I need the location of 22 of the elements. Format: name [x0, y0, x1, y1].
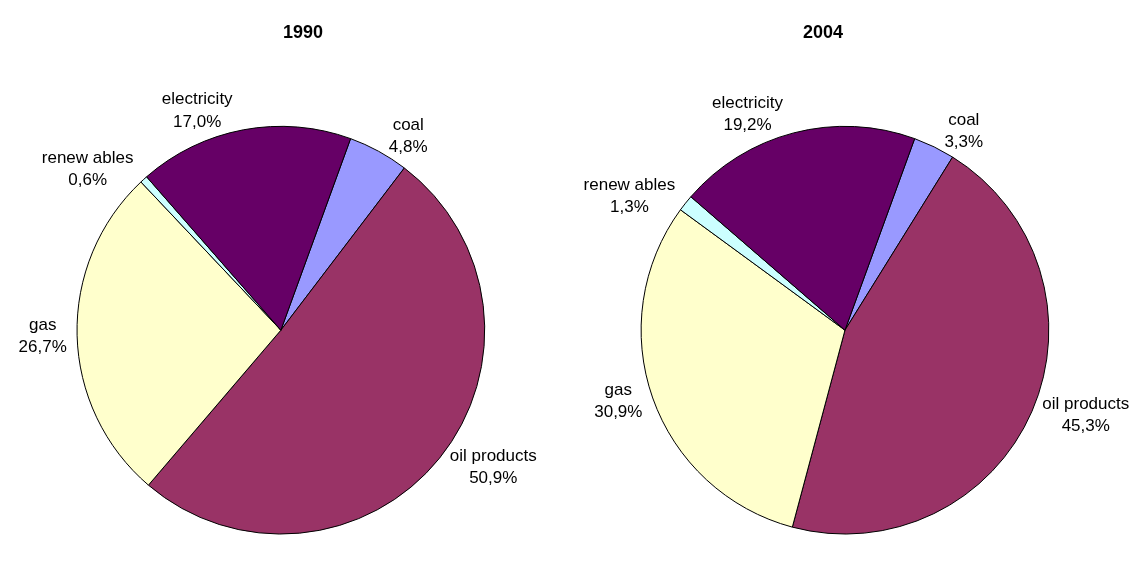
data-label: 30,9% [594, 401, 643, 421]
slice-label: renew ables [41, 147, 134, 167]
data-label: 1,3% [610, 196, 649, 216]
slice-label: oil products [1042, 393, 1130, 413]
slice-label: coal [392, 114, 424, 134]
slice-label: gas [604, 379, 633, 399]
chart-title: 1990 [283, 22, 324, 42]
chart-title: 2004 [803, 22, 844, 42]
slice-label: oil products [449, 445, 537, 465]
slice-label: coal [948, 109, 980, 129]
slice-label: renew ables [583, 174, 676, 194]
data-label: 50,9% [469, 467, 518, 487]
data-label: 0,6% [68, 169, 107, 189]
data-label: 17,0% [173, 111, 222, 131]
data-label: 3,3% [944, 131, 984, 151]
data-label: 26,7% [18, 336, 67, 356]
slice-label: gas [29, 314, 57, 334]
data-label: 4,8% [388, 137, 428, 156]
data-label: 19,2% [723, 115, 772, 135]
slice-label: electricity [712, 93, 784, 113]
data-label: 45,3% [1061, 416, 1110, 436]
slice-label: electricity [161, 89, 234, 109]
